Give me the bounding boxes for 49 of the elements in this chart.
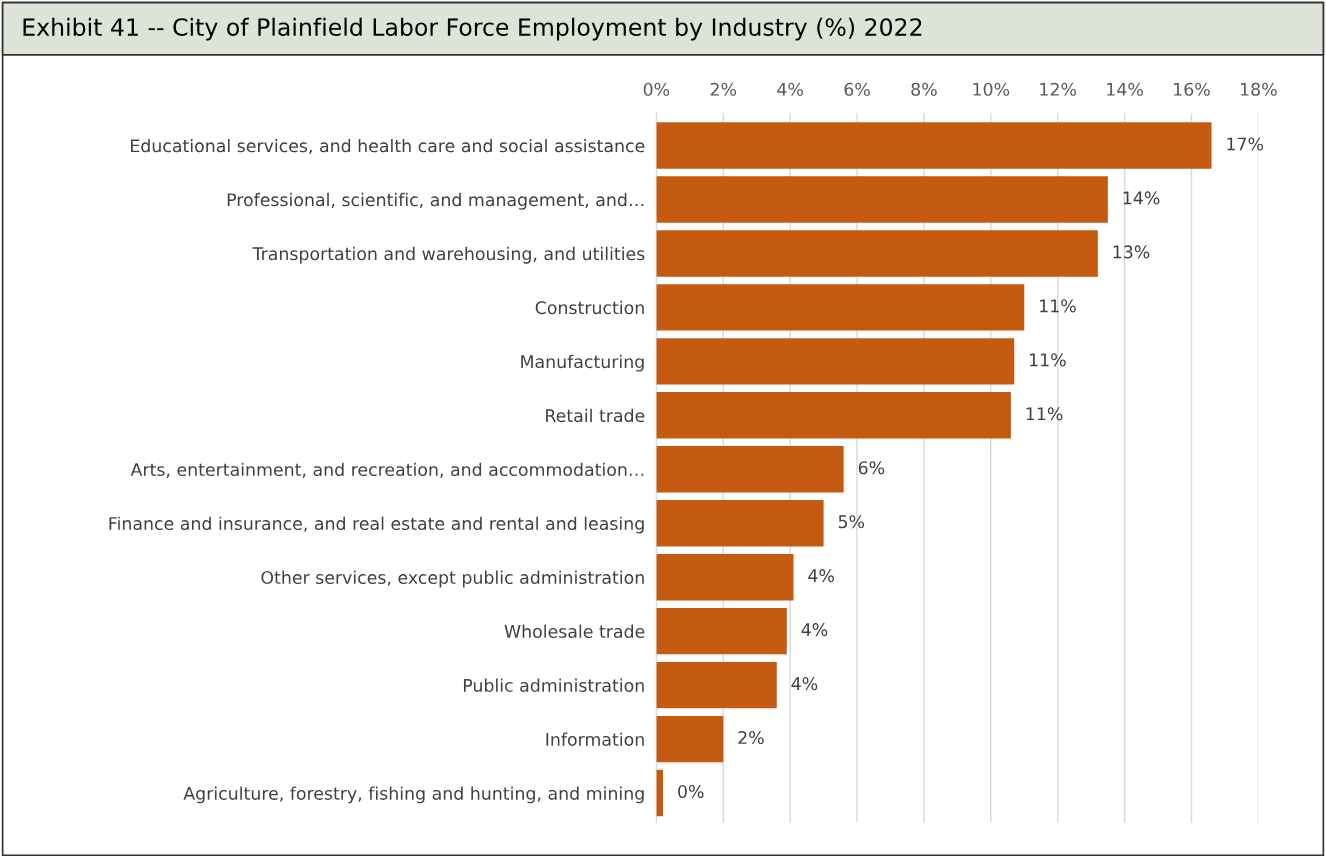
bar	[656, 230, 1098, 277]
y-tick-label: Retail trade	[546, 408, 645, 423]
data-label: 6%	[858, 461, 885, 475]
x-tick-label: 10%	[973, 82, 1010, 96]
bar	[656, 553, 794, 601]
y-tick-label: Manufacturing	[521, 354, 644, 372]
data-label: 5%	[838, 515, 865, 529]
x-tick-label: 14%	[1107, 82, 1143, 96]
bar	[656, 284, 1025, 331]
y-tick-label: Finance and insurance, and real estate and rental and leasing	[109, 516, 644, 534]
bar	[656, 176, 1108, 223]
data-label: 11%	[1026, 407, 1063, 421]
bar	[656, 338, 1015, 385]
x-tick-label: 8%	[911, 82, 937, 96]
data-label: 13%	[1113, 245, 1150, 259]
bar	[656, 392, 1011, 439]
data-label: 14%	[1123, 191, 1160, 205]
bar	[656, 607, 787, 655]
y-tick-label: Transportation and warehousing, and utilities	[252, 246, 645, 264]
data-label: 4%	[801, 623, 828, 637]
y-tick-label: Agriculture, forestry, fishing and hunting, and mining	[183, 786, 644, 804]
data-label: 4%	[791, 677, 818, 691]
data-label: 17%	[1227, 137, 1264, 151]
x-tick-label: 12%	[1040, 82, 1077, 96]
x-tick-label: 6%	[844, 82, 870, 96]
y-tick-label: Wholesale trade	[504, 624, 645, 638]
data-label: 2%	[738, 730, 764, 745]
y-tick-label: Professional, scientific, and management, and…	[227, 192, 644, 210]
y-tick-label: Other services, except public administration	[261, 570, 644, 588]
data-label: 0%	[678, 784, 704, 799]
chart-title: Exhibit 41 -- City of Plainfield Labor Force Employment by Industry (%) 2022	[23, 17, 922, 41]
data-label: 11%	[1030, 353, 1066, 367]
data-label: 11%	[1040, 299, 1076, 313]
y-tick-label: Information	[546, 732, 644, 746]
x-tick-label: 0%	[643, 82, 670, 96]
bar	[656, 500, 824, 547]
x-tick-label: 18%	[1240, 82, 1277, 96]
y-tick-label: Arts, entertainment, and recreation, and accommodation…	[130, 462, 644, 478]
data-label: 4%	[808, 569, 834, 583]
x-tick-label: 4%	[777, 82, 803, 96]
bar	[656, 446, 844, 493]
y-tick-label: Construction	[535, 300, 644, 315]
x-tick-label: 2%	[710, 82, 737, 96]
bar	[656, 715, 724, 763]
y-tick-label: Educational services, and health care and social assistance	[131, 138, 645, 155]
y-tick-label: Public administration	[463, 678, 644, 692]
bar	[656, 122, 1212, 169]
x-tick-label: 16%	[1174, 82, 1210, 96]
bar	[656, 661, 777, 709]
